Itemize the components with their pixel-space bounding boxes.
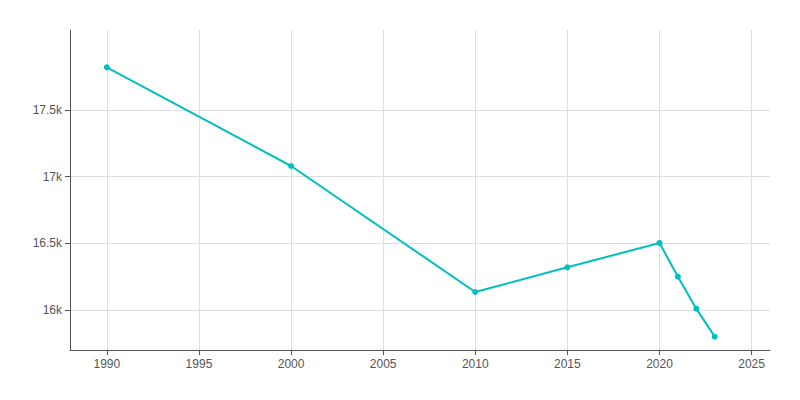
svg-text:2025: 2025 <box>738 357 765 371</box>
svg-text:17.5k: 17.5k <box>33 103 63 117</box>
svg-text:16.5k: 16.5k <box>33 236 63 250</box>
svg-text:2000: 2000 <box>278 357 305 371</box>
svg-text:2005: 2005 <box>370 357 397 371</box>
svg-text:1990: 1990 <box>93 357 120 371</box>
svg-text:1995: 1995 <box>186 357 213 371</box>
svg-text:17k: 17k <box>43 170 63 184</box>
svg-text:2010: 2010 <box>462 357 489 371</box>
svg-text:16k: 16k <box>43 303 63 317</box>
svg-text:2015: 2015 <box>554 357 581 371</box>
svg-text:2020: 2020 <box>646 357 673 371</box>
